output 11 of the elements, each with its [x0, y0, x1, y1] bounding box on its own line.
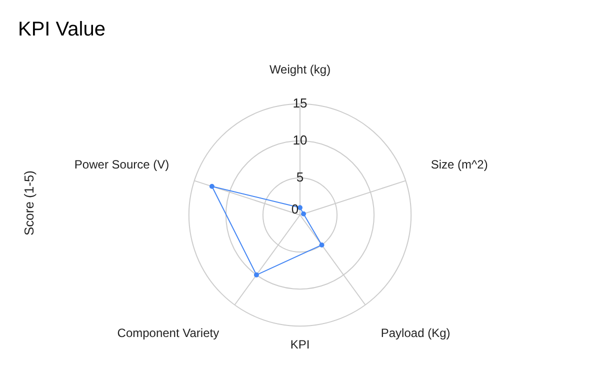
spoke-label: Weight (kg) — [269, 62, 331, 77]
y-tick-label: 10 — [292, 132, 308, 148]
chart-title: KPI Value — [18, 18, 106, 41]
spoke-label: Payload (Kg) — [380, 326, 450, 340]
spoke-label: Power Source (V) — [74, 158, 170, 172]
text: KPI — [290, 337, 310, 352]
spoke-label: Size (m^2) — [430, 158, 488, 172]
text: Score (1-5) — [22, 170, 37, 236]
y-tick-label: 15 — [292, 95, 308, 110]
spoke-label: Component Variety — [117, 326, 220, 340]
y-tick-label: 5 — [296, 170, 304, 185]
